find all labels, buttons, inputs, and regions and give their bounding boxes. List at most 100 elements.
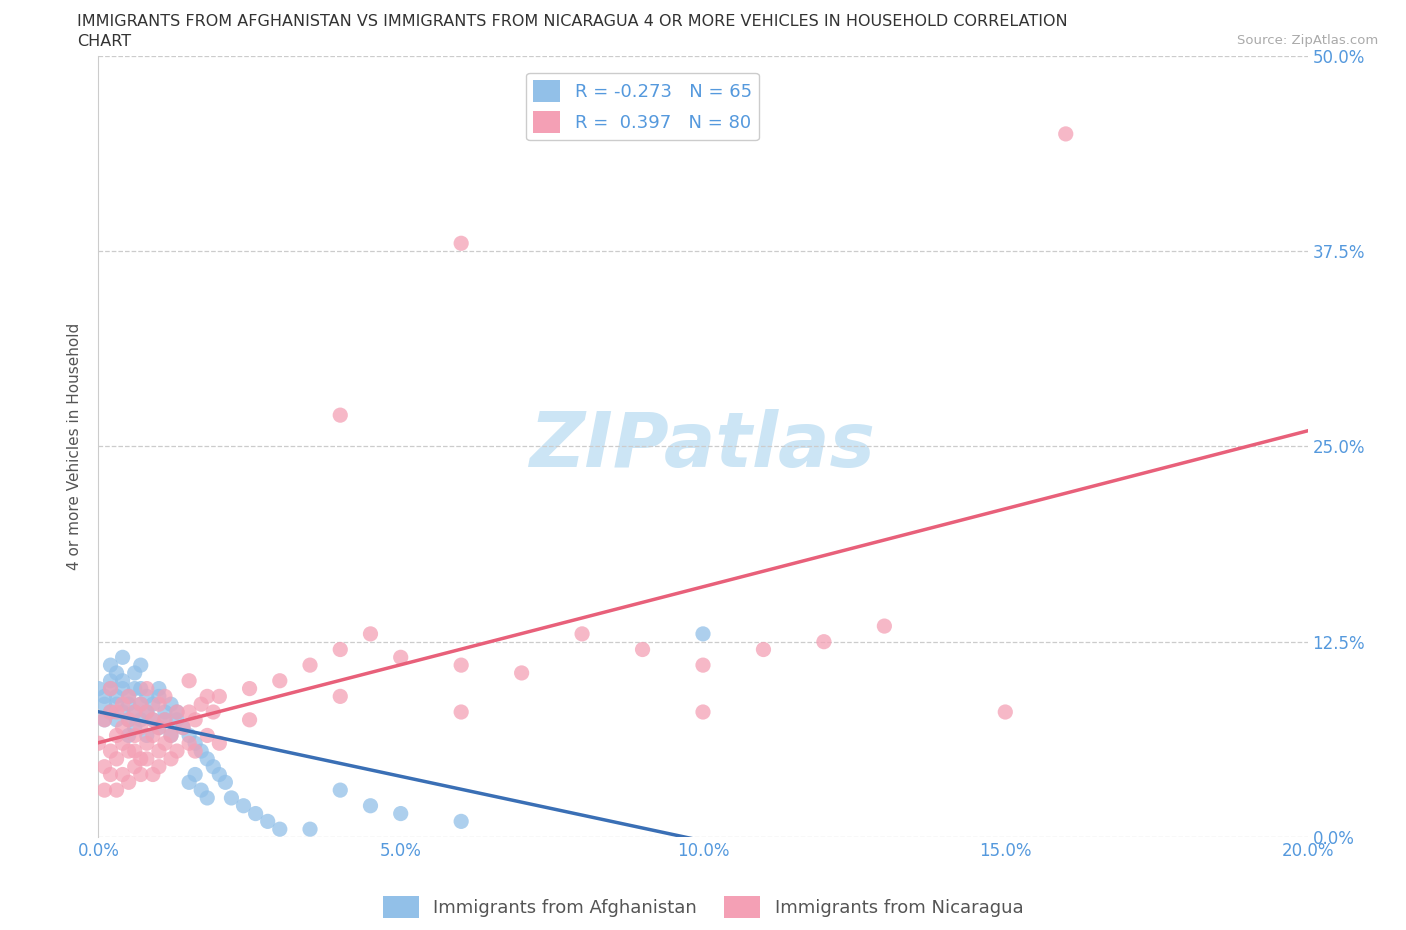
Point: [1054, 126, 1077, 141]
Point: [153, 712, 176, 727]
Point: [153, 705, 176, 720]
Point: [221, 790, 243, 805]
Point: [202, 759, 225, 774]
Point: [142, 697, 165, 711]
Point: [184, 712, 207, 727]
Point: [100, 767, 122, 782]
Point: [87, 681, 110, 696]
Point: [692, 658, 714, 672]
Point: [148, 681, 170, 696]
Point: [994, 705, 1017, 720]
Point: [135, 689, 157, 704]
Point: [239, 712, 262, 727]
Point: [124, 759, 146, 774]
Point: [129, 712, 152, 727]
Point: [195, 728, 218, 743]
Point: [245, 806, 267, 821]
Point: [190, 744, 212, 759]
Point: [329, 642, 352, 657]
Point: [179, 775, 201, 790]
Point: [195, 790, 218, 805]
Point: [153, 736, 176, 751]
Point: [329, 783, 352, 798]
Point: [105, 751, 128, 766]
Point: [299, 658, 322, 672]
Point: [142, 728, 165, 743]
Point: [269, 673, 291, 688]
Point: [208, 689, 231, 704]
Point: [195, 751, 218, 766]
Point: [111, 705, 134, 720]
Point: [93, 712, 115, 727]
Point: [129, 658, 152, 672]
Point: [148, 720, 170, 735]
Point: [148, 720, 170, 735]
Point: [118, 712, 141, 727]
Point: [166, 712, 188, 727]
Point: [873, 618, 896, 633]
Point: [111, 681, 134, 696]
Point: [179, 705, 201, 720]
Point: [389, 806, 412, 821]
Point: [124, 681, 146, 696]
Point: [124, 728, 146, 743]
Point: [135, 736, 157, 751]
Point: [105, 666, 128, 681]
Point: [160, 697, 183, 711]
Point: [105, 728, 128, 743]
Point: [111, 767, 134, 782]
Point: [450, 705, 472, 720]
Point: [813, 634, 835, 649]
Point: [239, 681, 262, 696]
Point: [100, 681, 122, 696]
Point: [105, 705, 128, 720]
Point: [111, 650, 134, 665]
Point: [195, 689, 218, 704]
Point: [142, 767, 165, 782]
Point: [179, 673, 201, 688]
Point: [450, 814, 472, 829]
Point: [190, 697, 212, 711]
Point: [93, 697, 115, 711]
Point: [142, 712, 165, 727]
Point: [269, 822, 291, 837]
Point: [111, 736, 134, 751]
Point: [135, 751, 157, 766]
Point: [87, 736, 110, 751]
Point: [214, 775, 236, 790]
Point: [179, 736, 201, 751]
Point: [208, 736, 231, 751]
Point: [360, 627, 382, 642]
Point: [450, 236, 472, 251]
Point: [100, 673, 122, 688]
Point: [118, 689, 141, 704]
Point: [129, 767, 152, 782]
Point: [105, 712, 128, 727]
Point: [129, 720, 152, 735]
Point: [166, 705, 188, 720]
Point: [118, 712, 141, 727]
Point: [118, 775, 141, 790]
Point: [118, 728, 141, 743]
Point: [148, 759, 170, 774]
Point: [232, 798, 254, 813]
Point: [124, 666, 146, 681]
Point: [153, 689, 176, 704]
Point: [124, 744, 146, 759]
Point: [105, 783, 128, 798]
Point: [450, 658, 472, 672]
Point: [160, 728, 183, 743]
Point: [184, 767, 207, 782]
Point: [135, 681, 157, 696]
Point: [692, 705, 714, 720]
Point: [118, 689, 141, 704]
Point: [111, 697, 134, 711]
Point: [166, 744, 188, 759]
Point: [299, 822, 322, 837]
Point: [100, 705, 122, 720]
Point: [571, 627, 593, 642]
Point: [118, 744, 141, 759]
Legend: Immigrants from Afghanistan, Immigrants from Nicaragua: Immigrants from Afghanistan, Immigrants …: [375, 889, 1031, 925]
Point: [93, 689, 115, 704]
Point: [256, 814, 278, 829]
